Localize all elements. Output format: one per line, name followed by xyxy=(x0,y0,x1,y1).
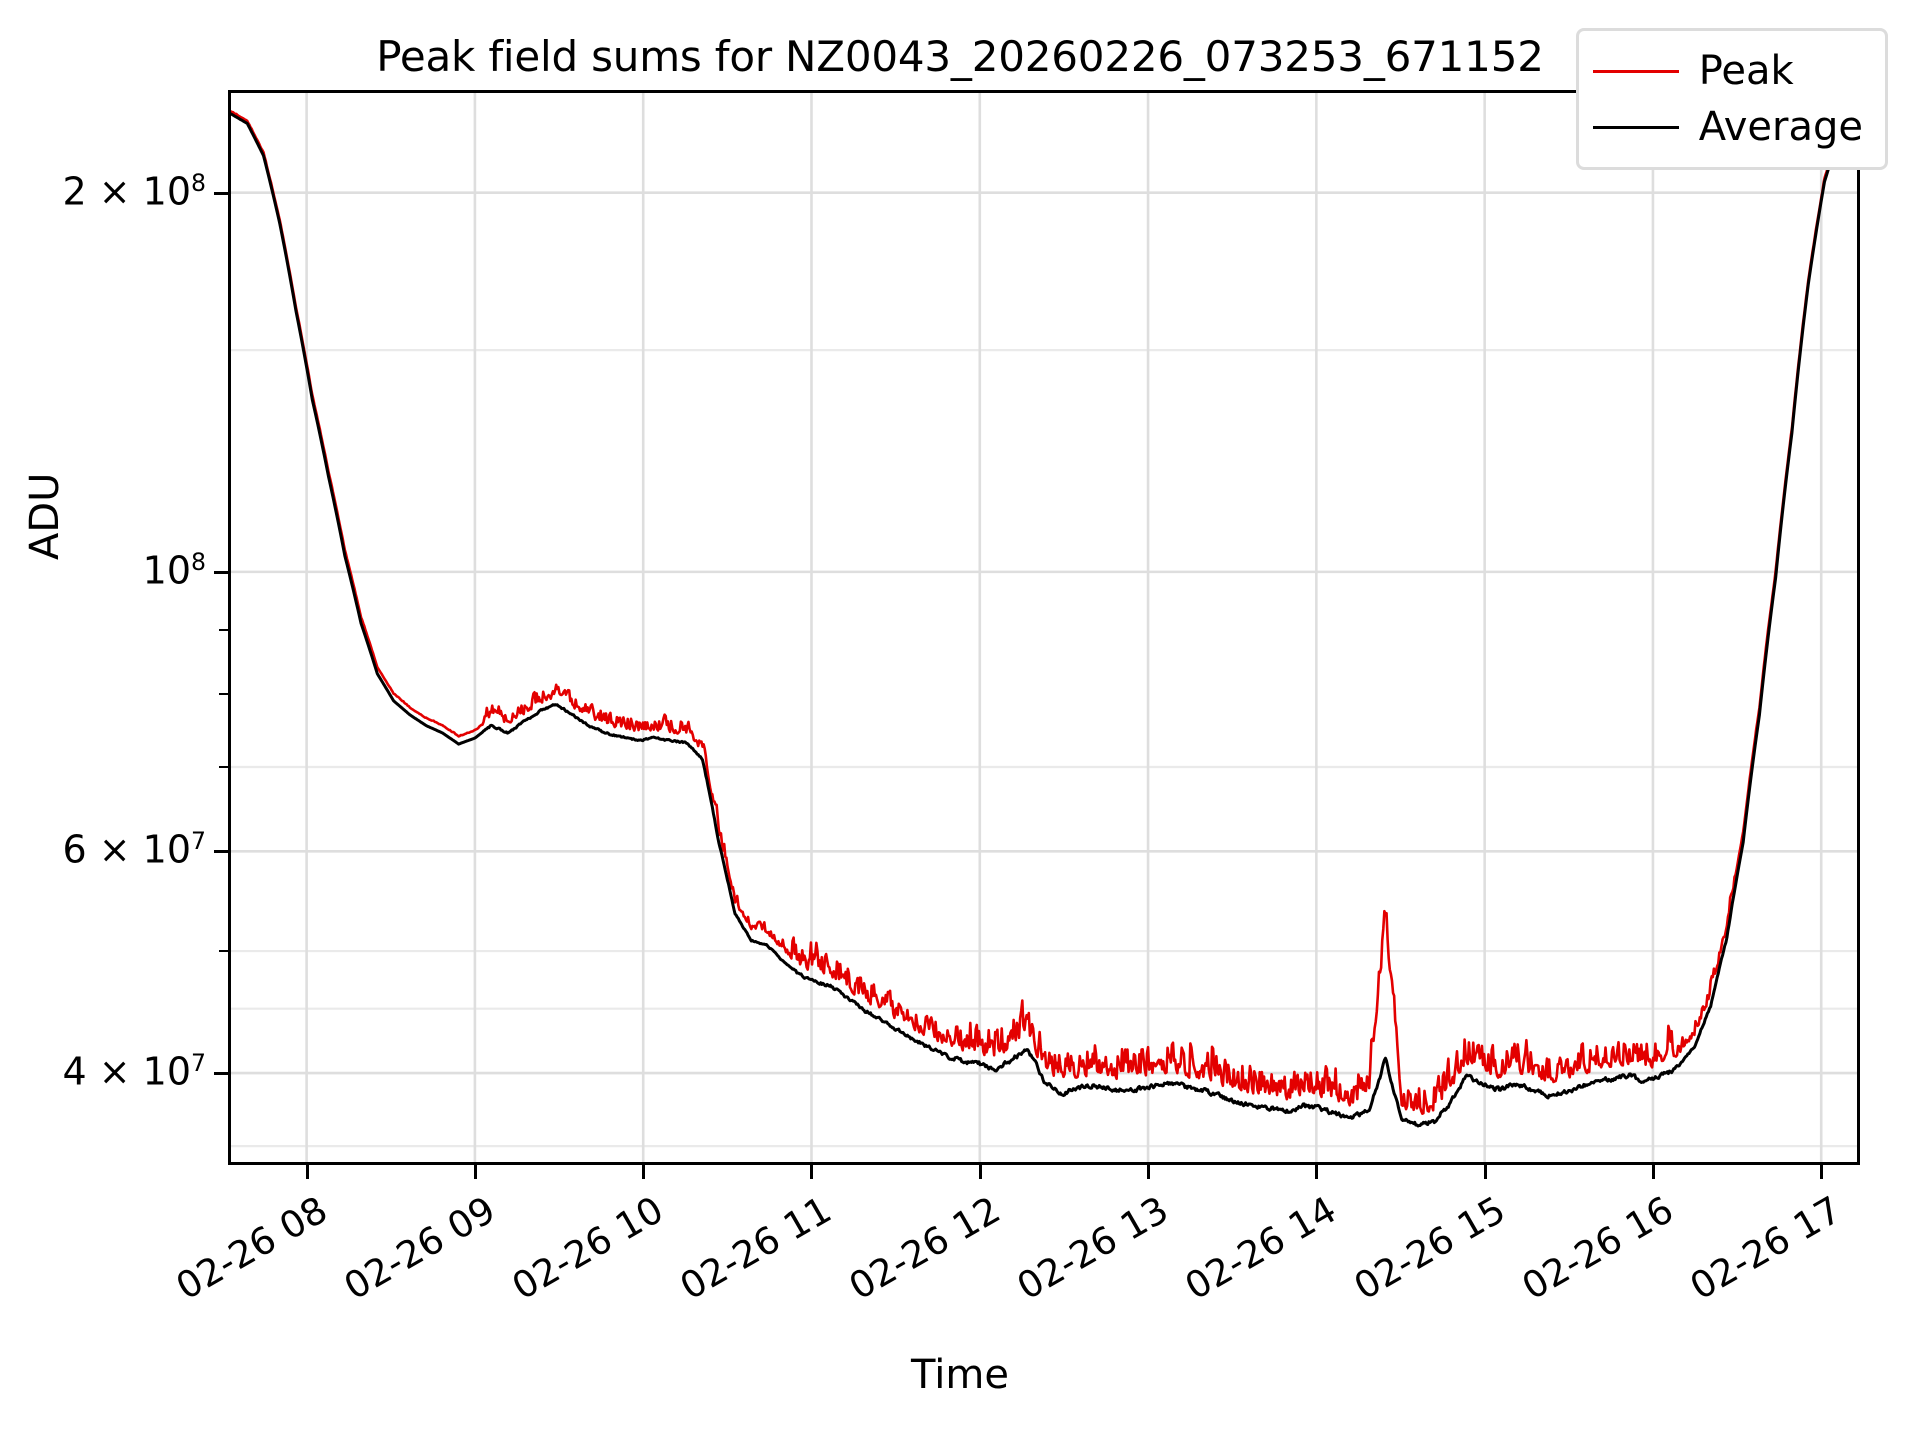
x-tick-label: 02-26 11 xyxy=(673,1188,839,1309)
x-tick-mark xyxy=(305,1165,309,1179)
x-tick-label: 02-26 09 xyxy=(336,1188,503,1309)
x-axis-label: Time xyxy=(911,1352,1009,1398)
x-tick-mark xyxy=(1315,1165,1319,1179)
y-minor-tick xyxy=(219,628,228,631)
legend-label-peak: Peak xyxy=(1698,48,1794,94)
chart-title: Peak field sums for NZ0043_20260226_0732… xyxy=(376,32,1544,81)
legend-swatch-average xyxy=(1592,125,1679,129)
x-tick-label: 02-26 12 xyxy=(841,1188,1008,1309)
y-minor-tick xyxy=(219,765,228,768)
x-tick-mark xyxy=(1483,1165,1487,1179)
x-tick-mark xyxy=(473,1165,477,1179)
series-line-average xyxy=(231,104,1857,1126)
x-tick-label: 02-26 13 xyxy=(1009,1188,1176,1309)
legend-item-peak: Peak xyxy=(1592,43,1863,99)
series-line-peak xyxy=(231,101,1857,1113)
y-minor-tick xyxy=(219,570,228,573)
x-tick-mark xyxy=(642,1165,646,1179)
x-tick-mark xyxy=(1820,1165,1824,1179)
legend-swatch-peak xyxy=(1592,69,1679,73)
y-tick-label: 2 × 108 xyxy=(62,168,206,214)
x-tick-mark xyxy=(1147,1165,1151,1179)
y-axis-label: ADU xyxy=(22,472,68,560)
x-tick-label: 02-26 08 xyxy=(168,1188,335,1309)
y-minor-tick xyxy=(219,191,228,194)
x-tick-mark xyxy=(1651,1165,1655,1179)
y-tick-label: 6 × 107 xyxy=(62,827,206,872)
x-tick-label: 02-26 16 xyxy=(1514,1188,1681,1309)
y-minor-tick xyxy=(219,692,228,695)
y-minor-tick xyxy=(219,850,228,853)
legend-item-average: Average xyxy=(1592,99,1863,155)
y-tick-label: 108 xyxy=(142,547,206,593)
x-tick-label: 02-26 15 xyxy=(1346,1188,1513,1309)
x-tick-label: 02-26 10 xyxy=(505,1188,671,1309)
data-lines xyxy=(231,93,1857,1162)
y-tick-label: 4 × 107 xyxy=(62,1048,206,1094)
chart-legend: Peak Average xyxy=(1575,28,1888,170)
grid-lines xyxy=(231,93,1857,1162)
y-minor-tick xyxy=(219,950,228,953)
x-tick-mark xyxy=(810,1165,814,1179)
legend-label-average: Average xyxy=(1698,104,1863,150)
x-tick-label: 02-26 17 xyxy=(1683,1188,1849,1309)
plot-area xyxy=(228,90,1860,1165)
y-minor-tick xyxy=(219,1072,228,1075)
x-tick-mark xyxy=(978,1165,982,1179)
x-tick-label: 02-26 14 xyxy=(1178,1188,1344,1309)
